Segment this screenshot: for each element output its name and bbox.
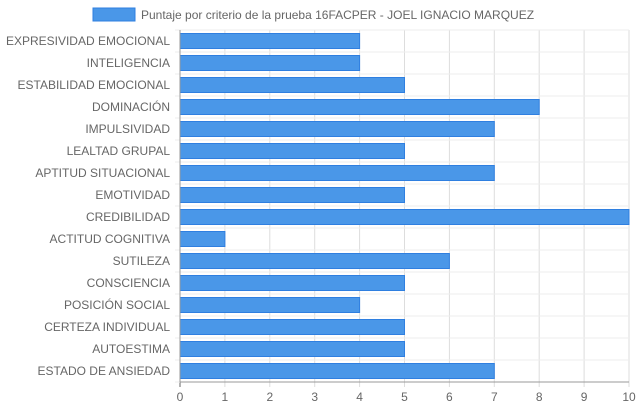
category-label: SUTILEZA — [113, 254, 170, 268]
x-tick-label: 3 — [311, 390, 318, 404]
x-tick-labels: 0 1 2 3 4 5 6 7 8 9 10 — [177, 390, 636, 404]
x-tick-label: 10 — [622, 390, 636, 404]
axes — [179, 30, 629, 383]
x-tick-label: 8 — [536, 390, 543, 404]
x-tick-label: 2 — [266, 390, 273, 404]
bar[interactable] — [179, 319, 405, 335]
category-label: POSICIÓN SOCIAL — [64, 297, 170, 312]
x-tick-label: 6 — [446, 390, 453, 404]
bar[interactable] — [179, 143, 405, 159]
category-label: LEALTAD GRUPAL — [67, 144, 171, 158]
bar[interactable] — [179, 77, 405, 93]
bar[interactable] — [179, 253, 450, 269]
x-tick-label: 7 — [491, 390, 498, 404]
legend-label: Puntaje por criterio de la prueba 16FACP… — [141, 8, 534, 22]
category-label: APTITUD SITUACIONAL — [35, 166, 170, 180]
category-label: ESTABILIDAD EMOCIONAL — [18, 78, 171, 92]
x-tick-label: 4 — [356, 390, 363, 404]
bar[interactable] — [179, 297, 361, 313]
bar[interactable] — [179, 187, 405, 203]
x-tick-label: 1 — [222, 390, 229, 404]
category-label: AUTOESTIMA — [92, 342, 170, 356]
bar[interactable] — [179, 55, 361, 71]
category-label: IMPULSIVIDAD — [85, 122, 170, 136]
bar[interactable] — [179, 209, 630, 225]
bar[interactable] — [179, 33, 361, 49]
bar[interactable] — [179, 363, 495, 379]
bar[interactable] — [179, 121, 495, 137]
category-label: EMOTIVIDAD — [95, 188, 170, 202]
bar[interactable] — [179, 275, 405, 291]
legend-swatch — [92, 7, 136, 22]
category-label: DOMINACIÓN — [92, 99, 170, 114]
category-label: EXPRESIVIDAD EMOCIONAL — [6, 34, 170, 48]
x-tick-label: 0 — [177, 390, 184, 404]
bar[interactable] — [179, 231, 226, 247]
category-label: ACTITUD COGNITIVA — [50, 232, 170, 246]
category-label: CONSCIENCIA — [87, 276, 170, 290]
category-label: ESTADO DE ANSIEDAD — [38, 364, 171, 378]
category-label: CREDIBILIDAD — [86, 210, 170, 224]
bar[interactable] — [179, 341, 405, 357]
category-label: INTELIGENCIA — [87, 56, 170, 70]
bar[interactable] — [179, 99, 540, 115]
x-tick-label: 9 — [581, 390, 588, 404]
x-tick-label: 5 — [401, 390, 408, 404]
legend[interactable]: Puntaje por criterio de la prueba 16FACP… — [92, 7, 534, 22]
category-label: CERTEZA INDIVIDUAL — [44, 320, 170, 334]
bar[interactable] — [179, 165, 495, 181]
category-labels: EXPRESIVIDAD EMOCIONAL INTELIGENCIA ESTABI… — [6, 34, 170, 378]
